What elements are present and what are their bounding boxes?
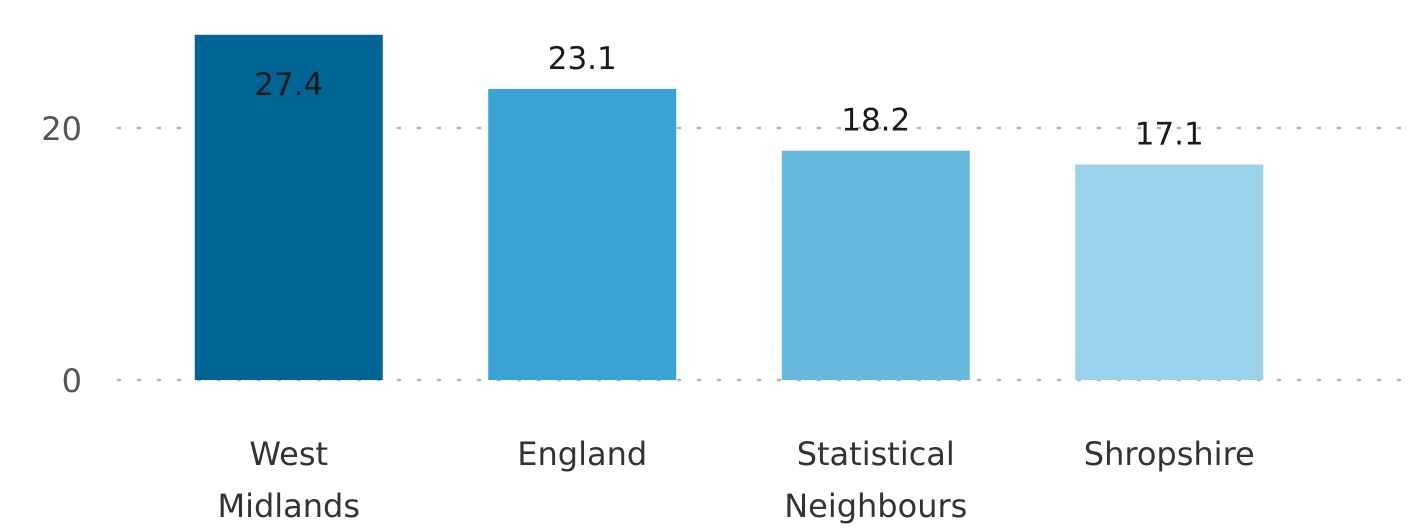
- category-labels: West Midlands England Statistical Neighbours…: [217, 435, 1254, 525]
- bar-1: [488, 88, 677, 380]
- y-tick-label-0: 0: [62, 362, 82, 400]
- category-label-0-line-0: West: [249, 435, 328, 473]
- bars: [194, 34, 1264, 380]
- bar-2: [781, 150, 970, 380]
- category-label-0-line-1: Midlands: [217, 487, 360, 525]
- y-axis-ticks: 0 20: [41, 110, 82, 400]
- value-labels: 27.4 23.1 18.2 17.1: [254, 41, 1204, 153]
- value-label-2: 18.2: [841, 103, 910, 139]
- value-label-3: 17.1: [1135, 117, 1204, 153]
- category-label-3-line-0: Shropshire: [1084, 435, 1255, 473]
- value-label-1: 23.1: [548, 41, 617, 77]
- gridlines: [116, 126, 1402, 382]
- y-tick-label-20: 20: [41, 110, 82, 148]
- bar-0: [194, 34, 383, 380]
- value-label-0: 27.4: [254, 67, 323, 103]
- bar-3: [1075, 164, 1264, 380]
- category-label-2-line-1: Neighbours: [784, 487, 967, 525]
- category-label-1-line-0: England: [517, 435, 647, 473]
- category-label-2-line-0: Statistical: [797, 435, 955, 473]
